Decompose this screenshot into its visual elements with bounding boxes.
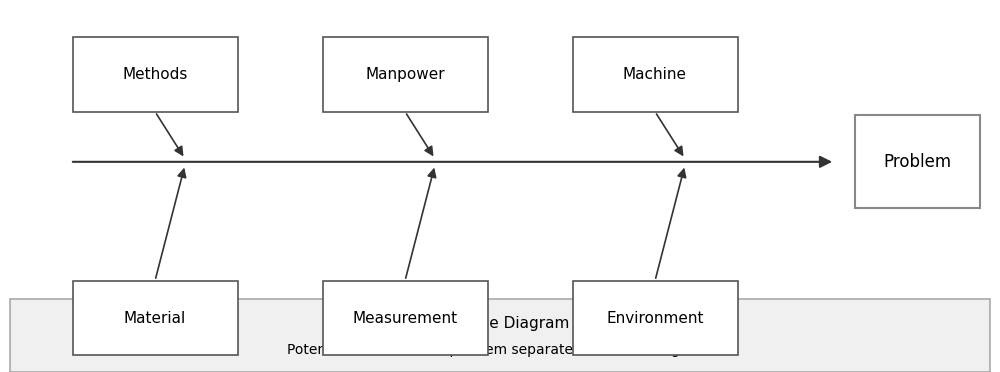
- Text: Fishbone Diagram: Fishbone Diagram: [431, 316, 569, 331]
- Text: Measurement: Measurement: [352, 311, 458, 326]
- FancyBboxPatch shape: [322, 281, 488, 355]
- Text: Environment: Environment: [606, 311, 704, 326]
- FancyBboxPatch shape: [855, 115, 980, 208]
- Text: Methods: Methods: [122, 67, 188, 82]
- Text: Manpower: Manpower: [365, 67, 445, 82]
- FancyBboxPatch shape: [10, 299, 990, 372]
- Text: Material: Material: [124, 311, 186, 326]
- FancyBboxPatch shape: [572, 37, 738, 112]
- FancyBboxPatch shape: [322, 37, 488, 112]
- Text: Problem: Problem: [883, 153, 952, 171]
- FancyBboxPatch shape: [572, 281, 738, 355]
- FancyBboxPatch shape: [72, 37, 238, 112]
- FancyBboxPatch shape: [72, 281, 238, 355]
- Text: Machine: Machine: [623, 67, 687, 82]
- Text: Potential causes of the problem separated into six categories: Potential causes of the problem separate…: [287, 343, 713, 357]
